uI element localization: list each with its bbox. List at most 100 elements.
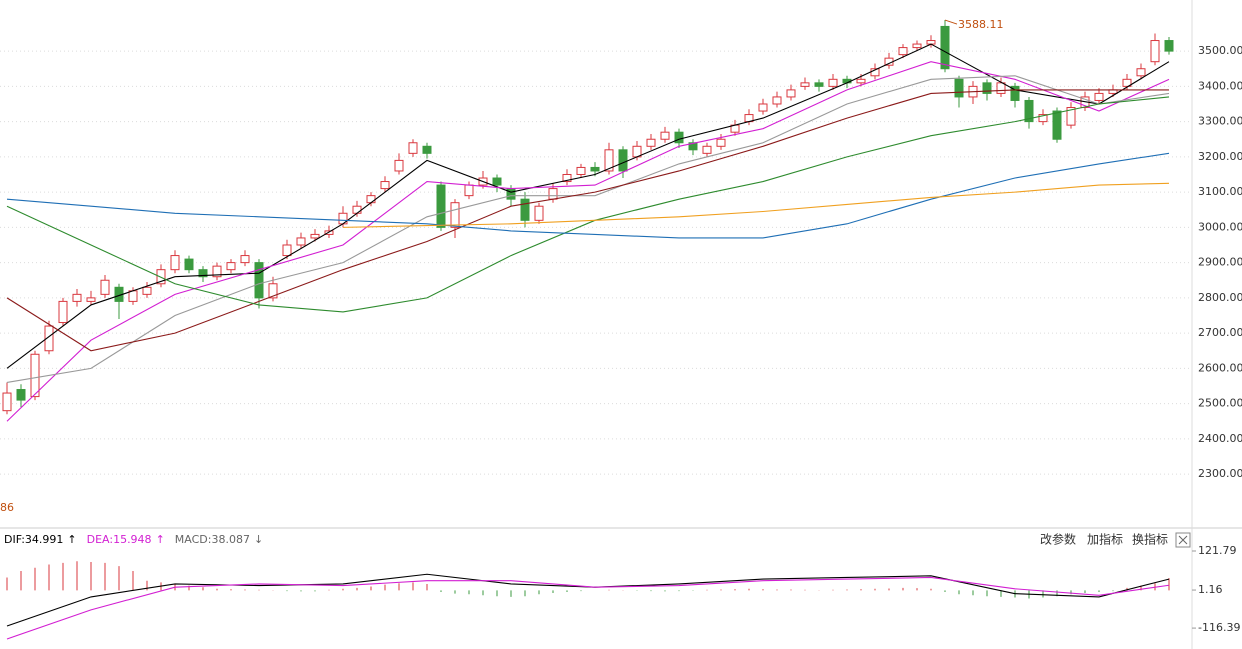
candle-body	[142, 286, 152, 295]
candle-body	[30, 353, 40, 398]
candle-body	[716, 138, 726, 147]
max-pointer	[944, 19, 958, 25]
candle-body	[436, 184, 446, 228]
candle-body	[310, 233, 320, 239]
y-tick-label: -116.39	[1198, 621, 1240, 634]
y-tick-label: 2300.00	[1198, 467, 1242, 480]
y-tick-label: 121.79	[1198, 544, 1237, 557]
candle-body	[590, 166, 600, 172]
candle-body	[1038, 114, 1048, 123]
candle-body	[814, 82, 824, 87]
legend-text: MACD:38.087	[175, 533, 250, 546]
candle-body	[226, 262, 236, 271]
candle-body	[996, 82, 1006, 94]
y-tick-label: 3200.00	[1198, 150, 1242, 163]
candle-body	[1066, 107, 1076, 126]
legend-arrow: ↑	[67, 533, 76, 546]
y-tick-label: 2400.00	[1198, 432, 1242, 445]
y-tick-label: 3000.00	[1198, 220, 1242, 233]
candle-body	[1010, 85, 1020, 101]
macd-line	[6, 573, 1170, 627]
candle-body	[212, 265, 222, 278]
ma-line	[6, 61, 1170, 422]
y-tick-label: 1.16	[1198, 583, 1223, 596]
max-label: 3588.11	[958, 18, 1004, 31]
candle-body	[1094, 92, 1104, 101]
candle-body	[450, 202, 460, 228]
toolbar-button[interactable]: 换指标	[1132, 532, 1168, 547]
candle-body	[758, 103, 768, 112]
candle-body	[1150, 40, 1160, 63]
candle-body	[100, 279, 110, 295]
candle-body	[912, 43, 922, 49]
candle-body	[828, 78, 838, 87]
y-tick-label: 2500.00	[1198, 397, 1242, 410]
candle-body	[576, 166, 586, 175]
candle-body	[1164, 40, 1174, 52]
close-icon[interactable]	[1178, 535, 1188, 545]
y-tick-label: 3300.00	[1198, 115, 1242, 128]
candle-body	[408, 142, 418, 154]
y-tick-label: 2600.00	[1198, 361, 1242, 374]
candle-body	[800, 82, 810, 87]
candle-body	[646, 138, 656, 147]
y-tick-label: 2800.00	[1198, 291, 1242, 304]
toolbar-button[interactable]: 加指标	[1087, 532, 1123, 547]
candle-body	[184, 258, 194, 271]
y-tick-label: 3400.00	[1198, 79, 1242, 92]
candle-body	[786, 89, 796, 98]
candle-body	[394, 159, 404, 172]
legend-arrow: ↓	[254, 533, 263, 546]
candle-body	[492, 177, 502, 186]
candle-body	[898, 47, 908, 56]
candle-body	[198, 269, 208, 278]
candle-body	[86, 297, 96, 302]
candle-body	[604, 149, 614, 172]
candle-body	[954, 78, 964, 98]
candle-body	[240, 255, 250, 264]
candle-body	[856, 78, 866, 84]
ma-line	[6, 89, 1169, 352]
candle-body	[380, 181, 390, 190]
candle-body	[772, 96, 782, 105]
ma-line	[342, 182, 1170, 228]
legend-arrow: ↑	[156, 533, 165, 546]
candle-body	[534, 205, 544, 221]
ma-line	[6, 75, 1170, 384]
y-tick-label: 2700.00	[1198, 326, 1242, 339]
candle-body	[58, 300, 68, 324]
candle-body	[296, 237, 306, 246]
candle-body	[464, 184, 474, 197]
candle-body	[982, 82, 992, 94]
y-tick-label: 3100.00	[1198, 185, 1242, 198]
candle-body	[1136, 68, 1146, 77]
y-tick-label: 2900.00	[1198, 256, 1242, 269]
candle-body	[128, 290, 138, 302]
close-box[interactable]	[1175, 532, 1191, 548]
candle-body	[562, 173, 572, 183]
ma-line	[6, 96, 1170, 313]
candle-body	[520, 198, 530, 221]
candle-body	[548, 188, 558, 200]
candle-body	[170, 255, 180, 271]
candle-body	[1052, 110, 1062, 140]
legend-text: DEA:15.948	[87, 533, 152, 546]
macd-line	[6, 576, 1170, 640]
candle-body	[674, 131, 684, 144]
min-label: 86	[0, 501, 14, 514]
candle-body	[366, 195, 376, 204]
candle-body	[44, 325, 54, 352]
candle-body	[254, 262, 264, 299]
legend-text: DIF:34.991	[4, 533, 63, 546]
toolbar-button[interactable]: 改参数	[1040, 532, 1076, 547]
candle-body	[2, 392, 12, 412]
ma-line	[6, 43, 1170, 369]
candle-body	[1122, 78, 1132, 87]
y-tick-label: 3500.00	[1198, 44, 1242, 57]
candle-body	[352, 205, 362, 214]
candle-body	[422, 145, 432, 154]
candle-body	[1024, 99, 1034, 123]
ma-line	[6, 152, 1170, 239]
candle-body	[282, 244, 292, 257]
candle-body	[660, 131, 670, 140]
